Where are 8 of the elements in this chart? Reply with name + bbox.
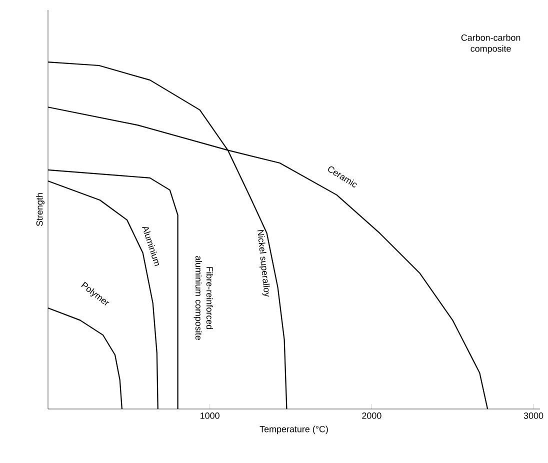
x-tick-label: 2000: [362, 412, 382, 419]
x-tick-label: 1000: [200, 412, 220, 419]
text: Nickel superalloy: [257, 230, 270, 297]
x-tick-label: 3000: [524, 412, 544, 419]
y-axis-title: Strength: [36, 193, 44, 226]
text: Fibre-reinforced aluminium composite: [194, 256, 214, 340]
text: Carbon-carbon composite: [461, 34, 520, 54]
x-axis-title: Temperature (°C): [260, 426, 328, 434]
